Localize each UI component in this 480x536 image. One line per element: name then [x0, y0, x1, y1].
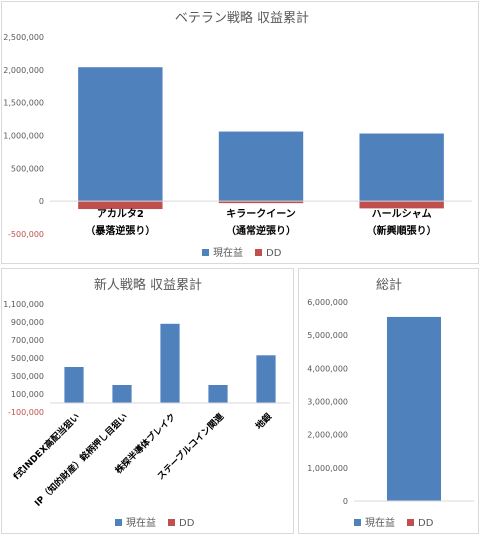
veteran-bar-current-profit — [359, 133, 444, 202]
veteran-category-label: キラークイーン — [226, 208, 296, 220]
rookie-legend-label-current-profit: 現在益 — [126, 516, 156, 529]
veteran-bar-current-profit — [218, 131, 304, 202]
total-legend-label-dd: DD — [418, 518, 434, 529]
rookie-bar-current-profit — [256, 355, 276, 403]
total-chart-panel: 総計 0 1,000,000 2,000,000 3,000,000 4,000,000 5… — [298, 268, 479, 534]
veteran-strategy-chart-panel: ベテラン戦略 収益累計 -500,000 0 500,000 1,000,000 1,50… — [1, 1, 479, 264]
veteran-y-tick-label: 500,000 — [11, 164, 44, 173]
total-y-tick-label: 1,000,000 — [307, 464, 348, 473]
rookie-y-tick-label: 500,000 — [11, 354, 44, 363]
veteran-bar-dd — [359, 201, 444, 209]
veteran-y-tick-label: -500,000 — [8, 230, 44, 239]
total-legend-label-current-profit: 現在益 — [365, 516, 395, 529]
rookie-bar-current-profit — [208, 385, 228, 403]
rookie-legend-swatch-current-profit — [115, 519, 122, 526]
veteran-strategy-chart: ベテラン戦略 収益累計 -500,000 0 500,000 1,000,000 1,50… — [3, 10, 472, 259]
veteran-chart-title: ベテラン戦略 収益累計 — [175, 10, 309, 26]
rookie-chart-title: 新人戦略 収益累計 — [94, 277, 202, 293]
veteran-y-tick-label: 2,500,000 — [3, 33, 44, 42]
total-legend-swatch-current-profit — [354, 519, 361, 526]
total-y-tick-label: 2,000,000 — [307, 431, 348, 440]
rookie-category-label: 地銀 — [253, 411, 274, 432]
rookie-strategy-chart-panel: 新人戦略 収益累計 -100,000 100,000 300,000 500,000 70… — [1, 268, 294, 534]
veteran-y-tick-label: 1,500,000 — [3, 99, 44, 108]
veteran-category-label: （通常逆張り） — [226, 224, 296, 237]
veteran-bar-current-profit — [78, 67, 163, 202]
total-chart-title: 総計 — [376, 277, 402, 293]
rookie-y-tick-label: 700,000 — [11, 336, 44, 345]
rookie-strategy-chart: 新人戦略 収益累計 -100,000 100,000 300,000 500,000 70… — [3, 277, 290, 529]
veteran-bar-dd — [218, 201, 304, 204]
veteran-legend-label-dd: DD — [266, 248, 282, 259]
total-y-tick-label: 5,000,000 — [307, 331, 348, 340]
veteran-legend-label-current-profit: 現在益 — [213, 246, 243, 259]
total-bar-current-profit — [387, 316, 441, 501]
rookie-y-tick-label: 1,100,000 — [3, 300, 44, 309]
total-y-tick-label: 4,000,000 — [307, 364, 348, 373]
rookie-bar-current-profit — [112, 385, 132, 403]
veteran-legend-swatch-dd — [255, 249, 262, 256]
rookie-bar-current-profit — [160, 323, 180, 403]
total-legend-swatch-dd — [407, 519, 414, 526]
rookie-category-label: IP（知的財産）銘柄押し目狙い — [32, 411, 130, 509]
rookie-y-tick-label: 100,000 — [11, 390, 44, 399]
veteran-y-tick-label: 1,000,000 — [3, 132, 44, 141]
total-y-tick-label: 0 — [343, 497, 348, 506]
veteran-category-label: （暴落逆張り） — [85, 224, 155, 237]
total-chart: 総計 0 1,000,000 2,000,000 3,000,000 4,000,000 5… — [307, 277, 474, 529]
veteran-category-label: アカルタ2 — [97, 208, 144, 220]
veteran-category-label: ハールシャム — [372, 208, 432, 220]
rookie-y-tick-label: -100,000 — [8, 408, 44, 417]
total-y-tick-label: 6,000,000 — [307, 298, 348, 307]
veteran-category-label: （新興順張り） — [367, 224, 437, 237]
veteran-y-tick-label: 0 — [39, 197, 44, 206]
rookie-y-tick-label: 900,000 — [11, 318, 44, 327]
veteran-legend-swatch-current-profit — [202, 249, 209, 256]
total-y-tick-label: 3,000,000 — [307, 398, 348, 407]
veteran-y-tick-label: 2,000,000 — [3, 66, 44, 75]
veteran-bar-dd — [78, 201, 163, 210]
rookie-legend-swatch-dd — [168, 519, 175, 526]
rookie-legend-label-dd: DD — [179, 518, 195, 529]
rookie-bar-current-profit — [64, 367, 84, 403]
rookie-y-tick-label: 300,000 — [11, 372, 44, 381]
